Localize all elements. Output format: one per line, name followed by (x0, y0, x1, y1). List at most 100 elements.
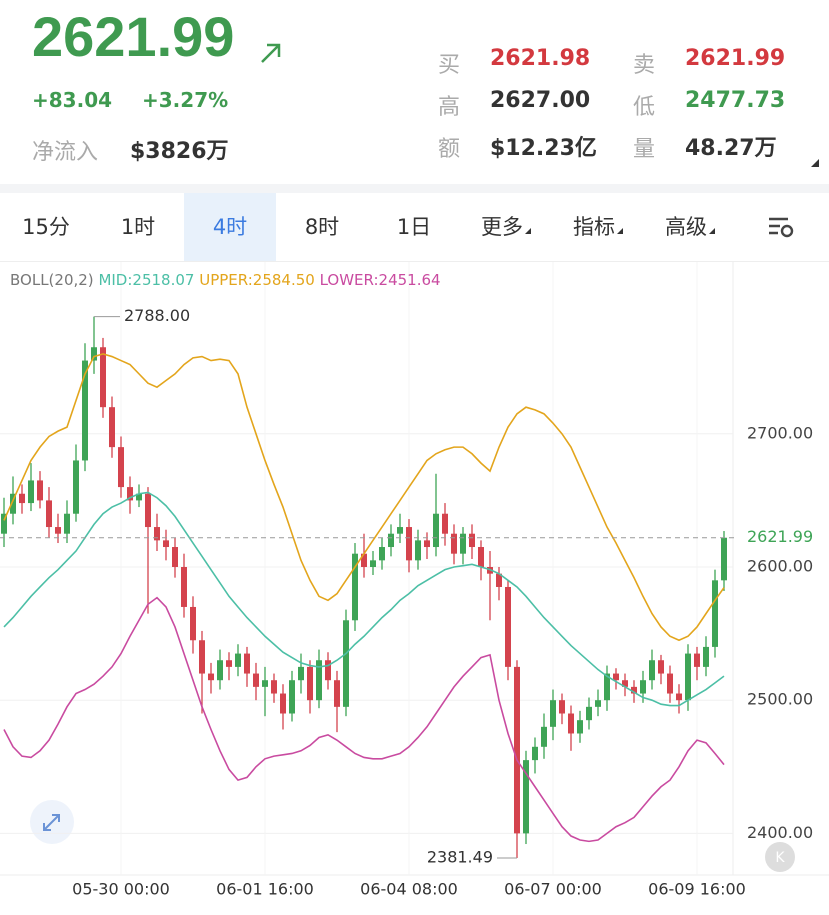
corner-mark (811, 159, 819, 167)
band-line (3, 353, 725, 642)
tab[interactable]: 高级 (644, 193, 736, 261)
candle-body (118, 447, 124, 488)
candle-body (253, 673, 259, 687)
candle-body (334, 680, 340, 707)
quote-label: 高 (438, 95, 461, 120)
candle-body (586, 706, 592, 721)
candle-body (415, 540, 421, 561)
candle-body (64, 513, 70, 534)
collapse-button[interactable] (765, 842, 795, 872)
indicator-label: BOLL(20,2) (10, 271, 94, 289)
candle-body (10, 493, 16, 514)
quote-value: 2621.98 (490, 46, 591, 71)
candle-body (595, 700, 601, 707)
candle-body (19, 493, 25, 504)
candle-body (28, 480, 34, 504)
x-tick-label: 05-30 00:00 (72, 880, 170, 899)
candle-body (721, 537, 727, 581)
candle-body (289, 680, 295, 714)
candle-body (55, 527, 61, 534)
y-tick-label: 2600.00 (747, 557, 813, 576)
legend-entry: MID:2518.07 (98, 271, 194, 289)
candle-body (532, 746, 538, 761)
collapse-icon: K (775, 850, 785, 866)
tab[interactable]: 更多 (460, 193, 552, 261)
candle-body (199, 640, 205, 674)
candle-body (100, 347, 106, 408)
x-tick-label: 06-04 08:00 (360, 880, 458, 899)
candle-body (37, 480, 43, 501)
y-tick-label: 2700.00 (747, 423, 813, 442)
candle-body (460, 533, 466, 554)
candle-body (433, 513, 439, 548)
tab[interactable]: 1日 (396, 215, 432, 239)
candle-body (262, 680, 268, 687)
y-tick-label: 2400.00 (747, 823, 813, 842)
tab-bar: 15分 1时 4时 8时 1日 更多 指标 高级 (0, 193, 829, 262)
last-price-label: 2621.99 (747, 527, 813, 546)
x-tick-label: 06-09 16:00 (648, 880, 746, 899)
dropdown-caret (525, 228, 531, 234)
quote-value: $12.23亿 (490, 136, 597, 161)
candle-body (163, 540, 169, 548)
tab[interactable]: 8时 (304, 215, 340, 239)
quote-label: 额 (438, 137, 461, 162)
candle-body (271, 680, 277, 694)
candle-body (316, 660, 322, 701)
candle-body (208, 673, 214, 681)
candle-body (649, 660, 655, 681)
candle-body (712, 580, 718, 647)
tab[interactable]: 指标 (552, 193, 644, 261)
settings-glyph (769, 217, 794, 238)
candle-body (298, 666, 304, 681)
candle-body (514, 666, 520, 834)
tab[interactable]: 1时 (120, 215, 156, 239)
candle-body (469, 533, 475, 548)
min-label: 2381.49 (427, 848, 493, 867)
candle-body (685, 653, 691, 701)
candle-body (541, 726, 547, 747)
quote-value: 48.27万 (685, 136, 777, 161)
candle-body (424, 540, 430, 548)
candle-body (73, 460, 79, 514)
candle-body (343, 620, 349, 707)
candle-body (505, 586, 511, 667)
candle-body (226, 660, 232, 667)
candle-body (559, 700, 565, 714)
candle-body (550, 700, 556, 727)
candle-body (352, 553, 358, 621)
tab[interactable]: 15分 (22, 215, 70, 239)
candle-body (235, 653, 241, 667)
quote-label: 卖 (633, 53, 656, 78)
candle-body (109, 407, 115, 448)
candle-body (307, 666, 313, 701)
separator (0, 184, 829, 193)
quote-label: 量 (633, 137, 656, 162)
candle-body (613, 673, 619, 681)
settings-icon[interactable] (766, 215, 796, 239)
candle-body (640, 680, 646, 694)
candle-body (667, 673, 673, 694)
candle-body (46, 500, 52, 528)
price: 2621.99 (32, 5, 235, 68)
change-pct: +3.27% (142, 88, 229, 112)
last-price-box (736, 524, 829, 551)
candle-body (370, 560, 376, 567)
candle-body (379, 547, 385, 561)
candle-body (136, 493, 142, 501)
candle-body (604, 673, 610, 701)
candle-body (658, 660, 664, 674)
dropdown-caret (617, 228, 623, 234)
candle-body (703, 646, 709, 667)
legend-entry: UPPER:2584.50 (199, 271, 315, 289)
candle-body (496, 573, 502, 587)
max-label: 2788.00 (124, 306, 190, 325)
tab[interactable]: 4时 (184, 193, 276, 261)
quote-label: 低 (633, 95, 656, 120)
candle-body (622, 680, 628, 687)
candle-body (397, 527, 403, 534)
inflow-value: $3826万 (130, 139, 229, 164)
candle-body (172, 547, 178, 567)
quote-label: 买 (438, 53, 461, 78)
